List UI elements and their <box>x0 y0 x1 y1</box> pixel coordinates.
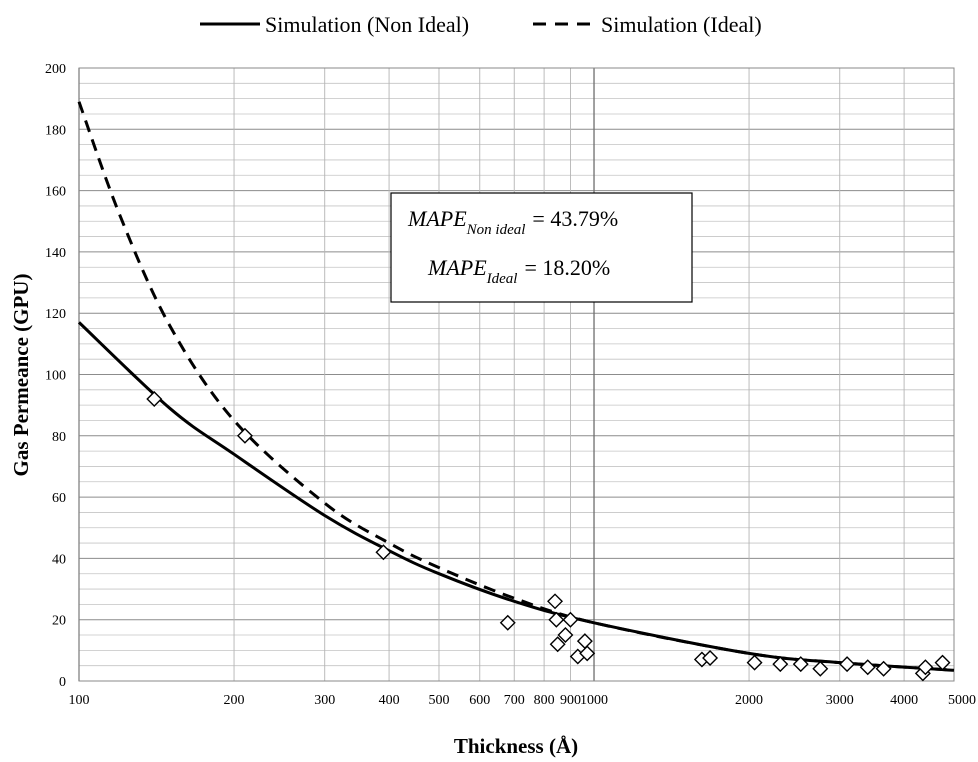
y-tick-label: 100 <box>45 369 66 384</box>
data-point-experimental <box>792 656 809 673</box>
x-tick-label: 1000 <box>580 693 608 708</box>
series-line-ideal <box>77 101 955 672</box>
mape-ideal-value: = 18.20% <box>524 255 610 280</box>
y-tick-label: 40 <box>52 552 66 567</box>
plot-area <box>78 67 955 682</box>
mape-annotation: MAPENon ideal = 43.79% MAPEIdeal = 18.20% <box>390 192 693 303</box>
data-point-experimental <box>579 645 596 662</box>
x-tick-label: 100 <box>69 693 90 708</box>
mape-ideal: MAPEIdeal = 18.20% <box>427 255 610 287</box>
y-tick-label: 80 <box>52 430 66 445</box>
x-tick-label: 800 <box>534 693 555 708</box>
x-axis-title: Thickness (Å) <box>454 734 578 758</box>
x-tick-label: 3000 <box>826 693 854 708</box>
x-tick-label: 200 <box>224 693 245 708</box>
data-point-experimental <box>547 593 564 610</box>
x-tick-label: 300 <box>314 693 335 708</box>
y-tick-label: 200 <box>45 62 66 77</box>
x-tick-label: 4000 <box>890 693 918 708</box>
data-point-experimental <box>934 654 951 671</box>
y-tick-label: 140 <box>45 246 66 261</box>
data-point-experimental <box>549 636 566 653</box>
data-point-experimental <box>548 611 565 628</box>
x-tick-label: 900 <box>560 693 581 708</box>
data-point-experimental <box>772 656 789 673</box>
data-point-experimental <box>146 391 163 408</box>
legend: Simulation (Non Ideal) Simulation (Ideal… <box>200 12 762 37</box>
mape-non-ideal-subscript: Non ideal <box>466 222 526 238</box>
mape-non-ideal-value: = 43.79% <box>532 206 618 231</box>
data-point-experimental <box>746 654 763 671</box>
gridlines <box>78 67 955 682</box>
data-point-experimental <box>812 660 829 677</box>
data-point-experimental <box>557 627 574 644</box>
y-tick-label: 20 <box>52 614 66 629</box>
legend-label-non-ideal: Simulation (Non Ideal) <box>265 12 469 37</box>
x-tick-label: 700 <box>504 693 525 708</box>
mape-box <box>390 192 693 303</box>
x-tick-label: 600 <box>469 693 490 708</box>
y-tick-label: 0 <box>59 675 66 690</box>
data-point-experimental <box>562 611 579 628</box>
y-tick-label: 60 <box>52 491 66 506</box>
mape-ideal-label: MAPE <box>427 255 487 280</box>
data-point-experimental <box>375 544 392 561</box>
series-layer <box>77 101 955 682</box>
y-tick-labels: 0 20 40 60 80 100 120 140 160 180 200 <box>45 62 66 690</box>
mape-non-ideal-label: MAPE <box>407 206 467 231</box>
x-tick-label: 5000 <box>948 693 976 708</box>
y-tick-label: 120 <box>45 307 66 322</box>
x-tick-labels: 100 200 300 400 500 600 700 800 900 1000 2000 3000 4… <box>69 693 977 708</box>
legend-label-ideal: Simulation (Ideal) <box>601 12 762 37</box>
x-tick-label: 2000 <box>735 693 763 708</box>
data-point-experimental <box>859 659 876 676</box>
data-point-experimental <box>499 614 516 631</box>
data-point-experimental <box>839 656 856 673</box>
x-tick-label: 400 <box>379 693 400 708</box>
data-point-experimental <box>917 659 934 676</box>
data-point-experimental <box>236 427 253 444</box>
y-tick-label: 180 <box>45 123 66 138</box>
y-tick-label: 160 <box>45 185 66 200</box>
mape-non-ideal: MAPENon ideal = 43.79% <box>407 206 618 238</box>
y-axis-title: Gas Permeance (GPU) <box>9 274 33 477</box>
mape-ideal-subscript: Ideal <box>486 271 518 287</box>
data-point-experimental <box>702 650 719 667</box>
data-point-experimental <box>875 660 892 677</box>
x-tick-label: 500 <box>428 693 449 708</box>
